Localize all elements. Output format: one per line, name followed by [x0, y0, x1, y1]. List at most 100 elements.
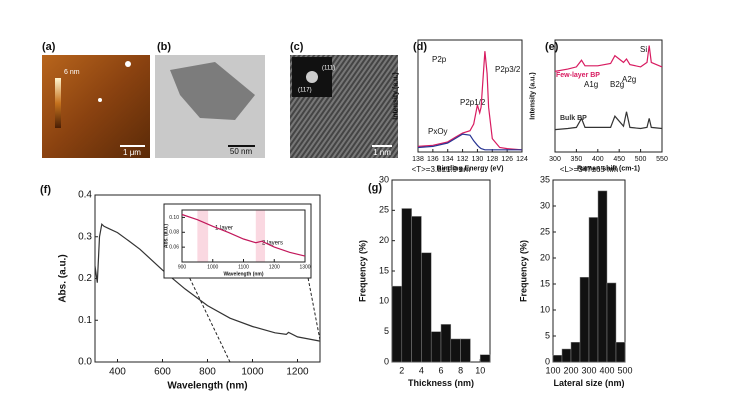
y-tick-label: 5 [384, 326, 389, 336]
bar [561, 348, 572, 363]
y-axis-label: Abs. (a.u.) [163, 224, 169, 249]
panel-label: (a) [42, 41, 56, 53]
colorbar [55, 78, 61, 128]
x-tick-label: 500 [635, 156, 647, 163]
chart-title: <T>=3.8±1.9 nm [412, 165, 471, 174]
chart-title: <L>=347±65 nm [560, 165, 619, 174]
bar [450, 338, 461, 363]
y-tick-label: 30 [379, 174, 389, 184]
bar [411, 216, 422, 363]
y-tick-label: 25 [540, 226, 550, 236]
panel-label: (b) [157, 41, 171, 53]
x-tick-label: 1000 [207, 264, 218, 270]
x-tick-label: 134 [442, 156, 454, 163]
annotation: PxOy [428, 127, 448, 136]
scale-label: 50 nm [230, 147, 253, 156]
x-axis-label: Lateral size (nm) [553, 378, 624, 388]
x-tick-label: 400 [109, 367, 126, 378]
bar [579, 276, 590, 363]
highlight-band [255, 210, 266, 262]
y-tick-label: 0.0 [78, 357, 92, 368]
x-tick-label: 128 [486, 156, 498, 163]
x-tick-label: 1200 [269, 264, 280, 270]
highlight-band [197, 210, 209, 262]
x-tick-label: 1200 [286, 367, 309, 378]
x-axis-label: Wavelength (nm) [223, 271, 263, 277]
x-tick-label: 132 [457, 156, 469, 163]
scale-label: 1 μm [123, 148, 141, 157]
y-tick-label: 20 [540, 252, 550, 262]
y-tick-label: 0 [545, 356, 550, 366]
x-tick-label: 200 [563, 365, 578, 375]
x-tick-label: 400 [599, 365, 614, 375]
panel-label: (g) [368, 182, 382, 194]
bar [552, 354, 563, 363]
bar [460, 338, 471, 363]
plot-frame [554, 39, 663, 153]
y-tick-label: 0.4 [78, 190, 92, 201]
y-axis-label: Intensity (a.u.) [392, 72, 399, 119]
line-series [554, 111, 663, 131]
x-tick-label: 300 [581, 365, 596, 375]
x-tick-label: 4 [419, 365, 424, 375]
colorbar-label: 6 nm [64, 69, 80, 76]
y-axis-label: Frequency (%) [358, 240, 368, 302]
x-tick-label: 1000 [241, 367, 264, 378]
bar [401, 208, 412, 363]
spot-label: (111) [322, 66, 335, 72]
x-axis-label: Wavelength (nm) [167, 381, 247, 392]
flake [125, 61, 131, 67]
bar [421, 252, 432, 363]
bar [615, 341, 626, 363]
y-tick-label: 15 [540, 278, 550, 288]
y-tick-label: 0.2 [78, 273, 92, 284]
y-tick-label: 30 [540, 200, 550, 210]
x-tick-label: 136 [427, 156, 439, 163]
annotation: B2g [610, 80, 624, 89]
y-tick-label: 0 [384, 356, 389, 366]
y-tick-label: 25 [379, 205, 389, 215]
annotation: 1 layer [215, 226, 233, 232]
bar [391, 285, 403, 363]
y-tick-label: 10 [379, 296, 389, 306]
x-tick-label: 2 [399, 365, 404, 375]
y-axis-label: Frequency (%) [519, 240, 529, 302]
y-tick-label: 15 [379, 265, 389, 275]
y-tick-label: 0.1 [78, 315, 92, 326]
x-tick-label: 126 [501, 156, 513, 163]
annotation: Si [640, 45, 647, 54]
y-axis-label: Abs. (a.u.) [58, 254, 69, 302]
line-series [417, 51, 523, 151]
x-tick-label: 550 [656, 156, 668, 163]
bar [440, 324, 452, 363]
scale-label: 1 nm [373, 148, 391, 157]
bar [606, 282, 617, 363]
x-tick-label: 600 [154, 367, 171, 378]
y-tick-label: 35 [540, 174, 550, 184]
line-series [554, 45, 663, 72]
bar [479, 354, 491, 363]
x-tick-label: 400 [592, 156, 604, 163]
y-tick-label: 5 [545, 330, 550, 340]
x-axis-label: Thickness (nm) [408, 378, 474, 388]
x-axis-label: Binding Energy (eV) [437, 166, 504, 173]
connector [181, 261, 231, 363]
x-tick-label: 1300 [299, 264, 310, 270]
series-label: Few-layer BP [556, 72, 600, 79]
y-tick-label: 0.10 [169, 215, 179, 221]
flake [170, 62, 255, 120]
y-tick-label: 0.06 [169, 244, 179, 250]
bar [597, 190, 608, 363]
panel-label: (c) [290, 41, 304, 53]
x-tick-label: 500 [617, 365, 632, 375]
spot-label: (117) [298, 88, 312, 94]
series-label: Bulk BP [560, 115, 587, 122]
bar [430, 331, 442, 363]
x-tick-label: 130 [472, 156, 484, 163]
panel-label: (e) [545, 41, 559, 53]
annotation: P2p1/2 [460, 98, 486, 107]
x-tick-label: 124 [516, 156, 528, 163]
x-tick-label: 450 [613, 156, 625, 163]
y-tick-label: 10 [540, 304, 550, 314]
